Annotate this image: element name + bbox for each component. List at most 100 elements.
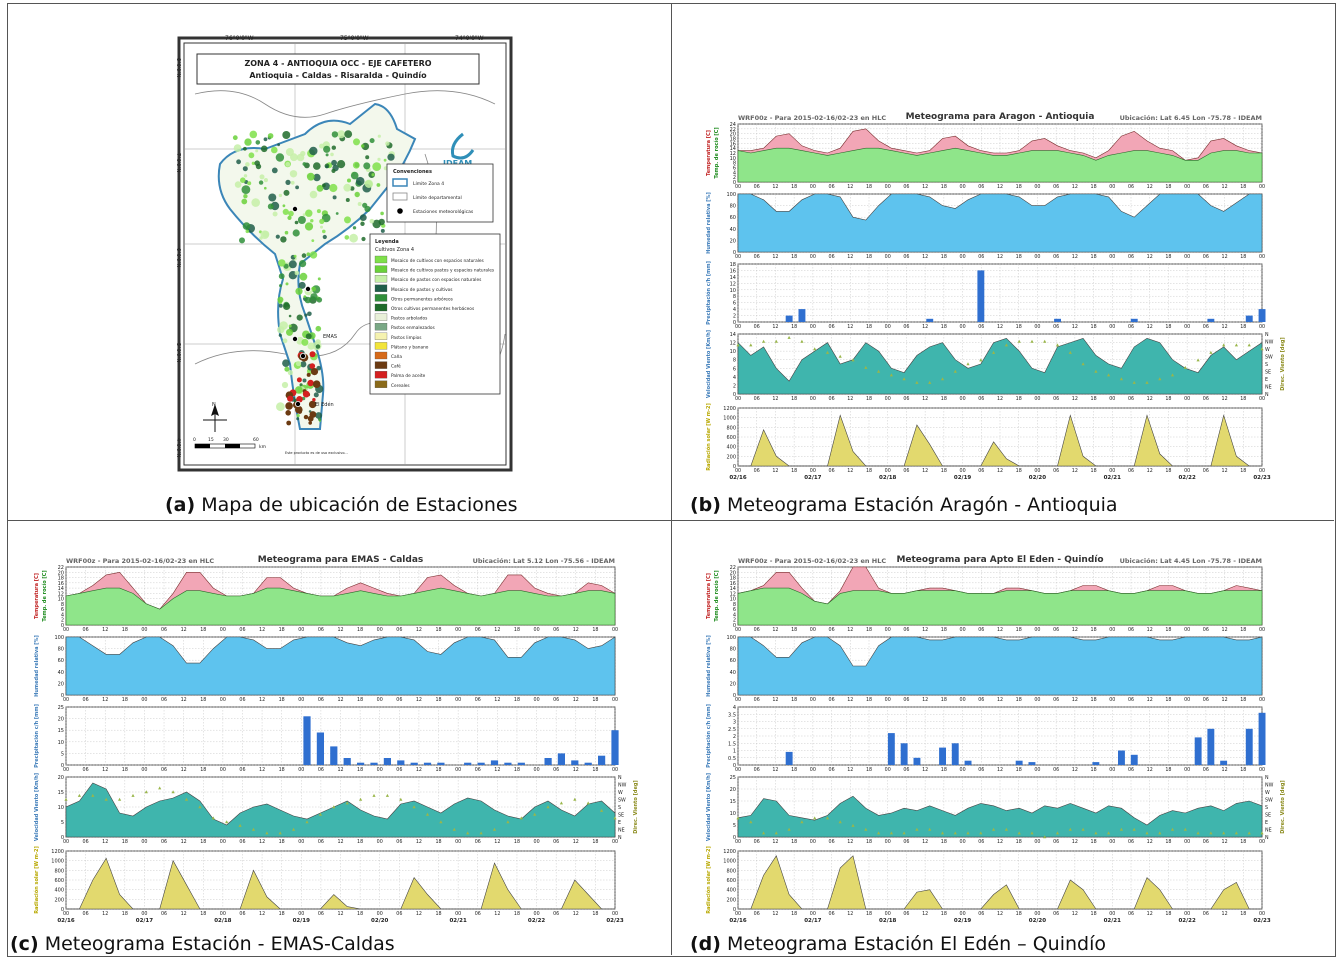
x-tick-label: 18 xyxy=(592,839,598,845)
y-tick-label: 14 xyxy=(730,586,736,592)
x-tick-label: 06 xyxy=(1203,184,1209,190)
x-tick-label: 00 xyxy=(141,911,147,917)
x-tick-label: 06 xyxy=(754,324,760,330)
vegetation-patch xyxy=(283,302,291,310)
vegetation-patch xyxy=(254,160,260,166)
wind-direction-marker xyxy=(787,335,791,339)
vegetation-patch xyxy=(307,311,312,317)
x-tick-label: 06 xyxy=(903,254,909,260)
vegetation-patch xyxy=(278,273,285,280)
x-tick-label: 06 xyxy=(83,627,89,633)
x-tick-label: 06 xyxy=(475,839,481,845)
x-tick-label: 06 xyxy=(754,468,760,474)
x-tick-label: 00 xyxy=(1109,839,1115,845)
x-tick-label: 12 xyxy=(1072,911,1078,917)
y-tick-label: 16 xyxy=(730,141,736,147)
x-tick-label: 06 xyxy=(239,839,245,845)
precip-bar xyxy=(1220,760,1228,765)
wind-direction-marker xyxy=(992,350,996,354)
x-tick-label: 00 xyxy=(1034,324,1040,330)
x-tick-label: 06 xyxy=(396,911,402,917)
wind-direction-marker xyxy=(1196,831,1200,835)
x-tick-label: 06 xyxy=(475,627,481,633)
x-tick-label: 00 xyxy=(141,839,147,845)
scale-bar-segment xyxy=(225,444,240,448)
vegetation-patch xyxy=(377,157,381,161)
wind-direction-marker xyxy=(800,820,804,824)
x-tick-label: 00 xyxy=(612,839,618,845)
leyenda-swatch xyxy=(374,303,388,312)
x-tick-label: 18 xyxy=(200,627,206,633)
vegetation-patch xyxy=(300,361,307,368)
wind-direction-marker xyxy=(318,812,322,816)
x-tick-label: 06 xyxy=(1053,627,1059,633)
x-tick-label: 00 xyxy=(220,911,226,917)
leyenda-box xyxy=(369,233,501,395)
x-tick-label: 12 xyxy=(772,468,778,474)
precip-bar xyxy=(785,751,793,765)
x-tick-label: 18 xyxy=(1091,911,1097,917)
x-tick-label: 18 xyxy=(592,911,598,917)
x-tick-label: 12 xyxy=(847,911,853,917)
x-tick-label: 00 xyxy=(735,839,741,845)
wind-direction-marker xyxy=(953,369,957,373)
wind-direction-marker xyxy=(171,790,175,794)
x-tick-label: 00 xyxy=(455,767,461,773)
precip-bar xyxy=(926,318,934,322)
x-tick-label: 18 xyxy=(791,767,797,773)
x-tick-label: 06 xyxy=(978,468,984,474)
x-date-label: 02/21 xyxy=(1104,918,1121,924)
vegetation-patch xyxy=(293,254,297,258)
vegetation-patch xyxy=(315,325,322,332)
vegetation-patch xyxy=(248,152,255,159)
precip-bar xyxy=(1194,737,1202,765)
coffee-patch xyxy=(309,363,316,369)
wind-direction-marker xyxy=(1107,373,1111,377)
vegetation-patch xyxy=(280,236,287,243)
x-tick-label: 00 xyxy=(220,697,226,703)
y-axis-label-2: Temp. de rocío [C] xyxy=(713,570,720,621)
x-tick-label: 12 xyxy=(772,396,778,402)
y-tick-label: 6 xyxy=(733,301,736,307)
vegetation-patch xyxy=(309,146,318,156)
x-tick-label: 12 xyxy=(181,911,187,917)
wind-direction-tick: S xyxy=(618,805,621,811)
y-tick-label: 40 xyxy=(730,670,736,676)
wind-direction-marker xyxy=(1158,377,1162,381)
x-tick-label: 00 xyxy=(735,468,741,474)
wind-direction-marker xyxy=(225,820,229,824)
wind-direction-marker xyxy=(492,827,497,831)
x-tick-label: 18 xyxy=(279,911,285,917)
map-footer-note: Este producto es de uso exclusivo... xyxy=(285,451,348,455)
precip-bar xyxy=(316,732,324,765)
y-tick-label: 5 xyxy=(61,820,64,826)
wind-direction-marker xyxy=(1132,380,1136,384)
vegetation-patch xyxy=(355,176,365,186)
precip-bar xyxy=(517,762,525,765)
scale-bar-segment xyxy=(195,444,210,448)
vegetation-patch xyxy=(255,149,259,153)
x-tick-label: 18 xyxy=(592,627,598,633)
wind-direction-marker xyxy=(928,380,932,384)
x-tick-label: 12 xyxy=(847,324,853,330)
x-tick-label: 18 xyxy=(791,254,797,260)
x-tick-label: 00 xyxy=(960,254,966,260)
precip-bar xyxy=(900,743,908,766)
precip-bar xyxy=(964,760,972,765)
vegetation-patch xyxy=(301,338,309,346)
precip-bar xyxy=(598,755,606,765)
x-tick-label: 06 xyxy=(754,767,760,773)
vegetation-patch xyxy=(278,259,286,267)
x-tick-label: 18 xyxy=(1091,627,1097,633)
y-tick-label: 16 xyxy=(730,581,736,587)
x-tick-label: 18 xyxy=(514,911,520,917)
y-tick-label: 800 xyxy=(54,868,64,874)
x-tick-label: 18 xyxy=(357,627,363,633)
wind-direction-marker xyxy=(915,380,919,384)
coffee-patch xyxy=(308,421,312,425)
vegetation-patch xyxy=(315,412,323,419)
x-tick-label: 00 xyxy=(220,839,226,845)
vegetation-patch xyxy=(240,177,246,183)
x-tick-label: 06 xyxy=(903,697,909,703)
x-tick-label: 00 xyxy=(1034,184,1040,190)
